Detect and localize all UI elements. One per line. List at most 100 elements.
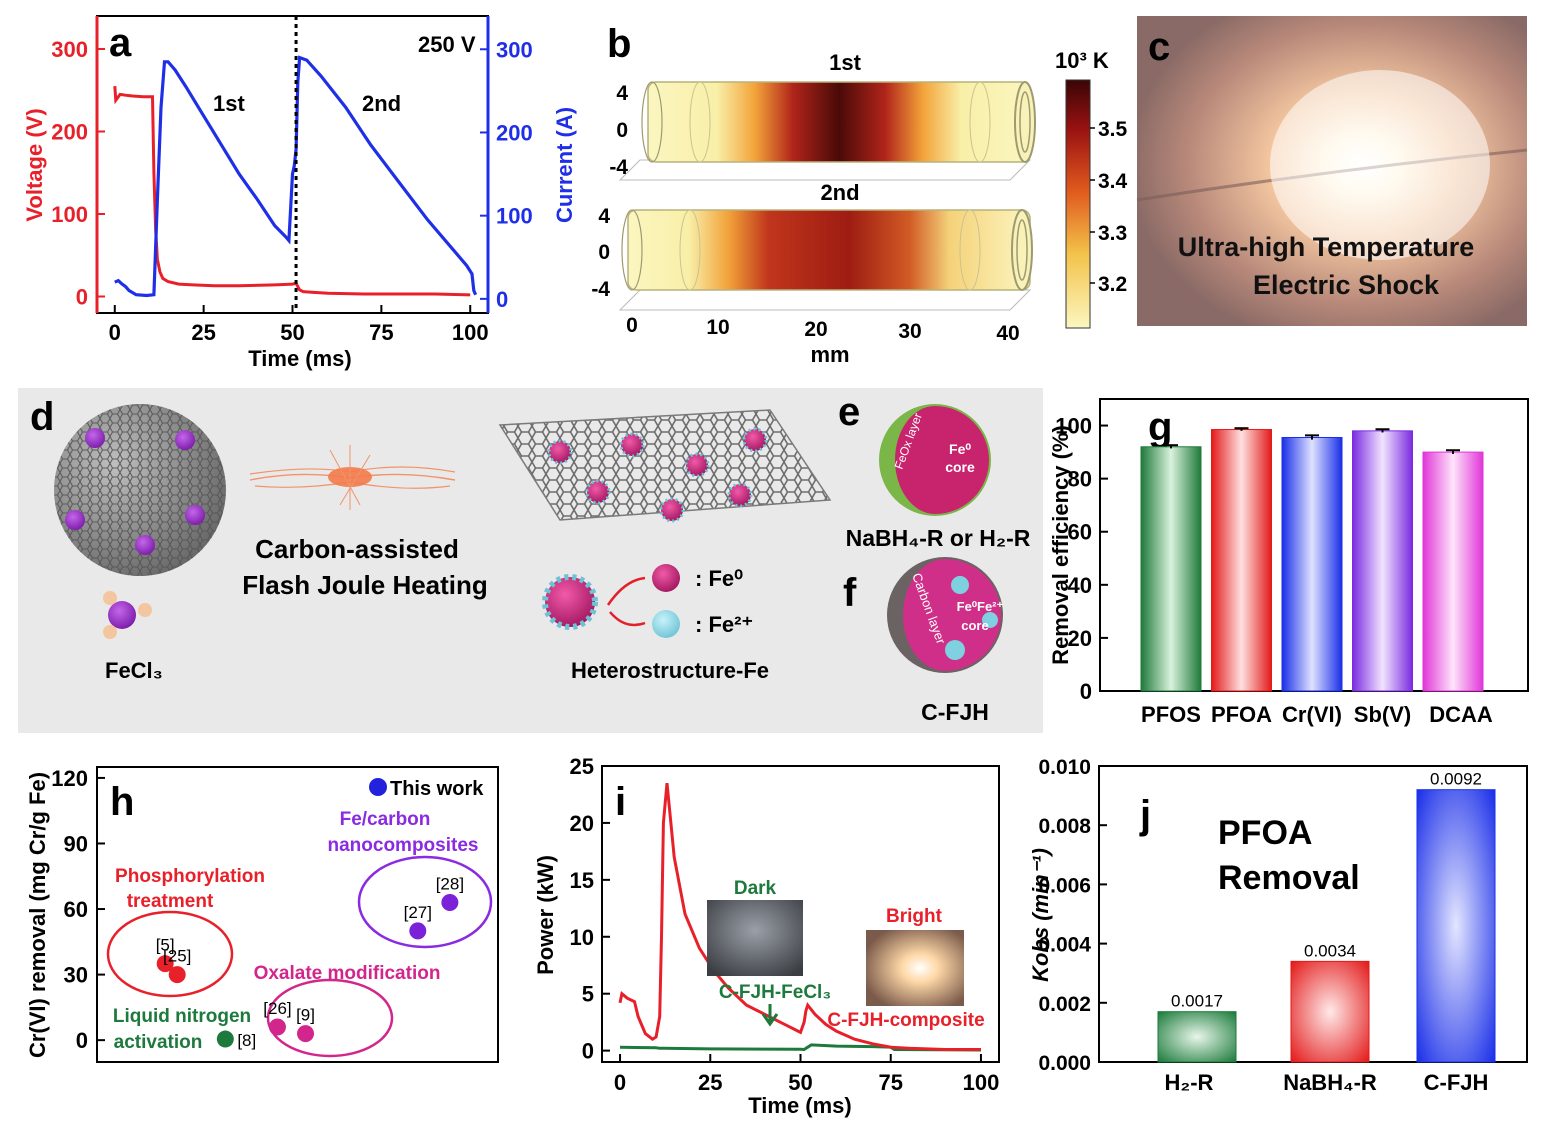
- point-ref-label: [26]: [263, 999, 291, 1018]
- x-tick-label: 50: [280, 320, 304, 345]
- flash-glow: [1270, 70, 1490, 260]
- x-tick-label: 20: [804, 318, 827, 341]
- panel-a: 0 25 50 75 100 0 100 200 300 0 100 200 300 a 250 V 1…: [22, 15, 577, 371]
- process-label-line2: Flash Joule Heating: [242, 570, 488, 600]
- y-tick-label: -4: [591, 278, 610, 301]
- scatter-point: [156, 955, 174, 973]
- inset-label-bright: Bright: [886, 906, 943, 927]
- arrow-icon: [606, 576, 646, 606]
- y2-tick-label: 200: [496, 120, 533, 145]
- point-ref-label: [28]: [436, 874, 464, 893]
- x-tick-label: 0: [614, 1070, 626, 1095]
- group-label-phosphorylation-1: Phosphorylation: [115, 866, 265, 887]
- fecl3-on-sphere: [65, 428, 205, 555]
- bar-dcaa: [1422, 451, 1484, 692]
- panel-g-ylabel: Removal efficiency (%): [1048, 425, 1073, 665]
- bar-h2-r: [1157, 1011, 1237, 1063]
- panel-b: b 1st 2nd 40-4 40-4 0 10 20 30 40 mm 10³ K 3…: [591, 22, 1127, 367]
- x-tick-label: 25: [698, 1070, 722, 1095]
- fecl3-molecule: [85, 428, 105, 448]
- panel-e-caption: NaBH₄-R or H₂-R: [846, 525, 1031, 551]
- fe0-sphere-icon: [652, 564, 680, 592]
- panel-a-y2label: Current (A): [552, 107, 577, 223]
- x-tick-label: 10: [706, 316, 729, 339]
- group-ellipse-phosphorylation: [106, 910, 234, 998]
- x-tick-label: PFOA: [1211, 702, 1272, 727]
- heterostructure-particle: [684, 452, 710, 478]
- x-tick-label: 100: [452, 320, 489, 345]
- fecl3-molecule: [175, 430, 195, 450]
- y-tick-label: 4: [598, 205, 610, 228]
- y-tick-label: 20: [570, 811, 594, 836]
- y-tick-label: 0.008: [1038, 815, 1091, 838]
- bar-nabh4-r: [1290, 960, 1370, 1063]
- x-tick-label: NaBH₄-R: [1283, 1070, 1377, 1095]
- panel-e: e FeOx layer Fe⁰ core NaBH₄-R or H₂-R: [838, 390, 1031, 551]
- x-tick-label: C-FJH: [1424, 1070, 1489, 1095]
- x-tick-label: DCAA: [1429, 702, 1493, 727]
- this-work-marker: [369, 778, 387, 796]
- y-tick-label: 60: [1068, 520, 1092, 545]
- product-label: Heterostructure-Fe: [571, 658, 769, 683]
- bar-sbv: [1352, 430, 1413, 692]
- scatter-point: [409, 922, 427, 940]
- bar-value-label: 0.0017: [1171, 992, 1223, 1011]
- voltage-series-line: [113, 85, 471, 297]
- point-ref-label: [8]: [237, 1031, 256, 1050]
- cylinder-2-left-cap: [621, 209, 643, 291]
- panel-a-ylabel: Voltage (V): [22, 108, 47, 221]
- x-tick-label: 0: [626, 314, 638, 337]
- flash-spark-icon: [249, 445, 456, 510]
- group-label-oxalate: Oxalate modification: [254, 963, 441, 984]
- y-tick-label: 10: [570, 925, 594, 950]
- y2-tick-label: 100: [496, 204, 533, 229]
- y-tick-label: 80: [1068, 467, 1092, 492]
- core-label-2: core: [945, 459, 975, 475]
- x-tick-label: PFOS: [1141, 702, 1201, 727]
- bar-pfos: [1140, 446, 1202, 692]
- y-tick-label: 15: [570, 868, 594, 893]
- x-tick-label: 25: [191, 320, 215, 345]
- point-ref-label: [5]: [156, 936, 175, 955]
- inset-label-dark: Dark: [734, 878, 777, 899]
- photo-caption-line1: Ultra-high Temperature: [1178, 232, 1475, 262]
- temperature-colorbar: [1065, 79, 1091, 329]
- y-tick-label: 120: [51, 766, 88, 791]
- y-tick-label: 60: [64, 897, 88, 922]
- x-tick-label: 0: [109, 320, 121, 345]
- cylinder-1-right-cap: [1014, 81, 1036, 163]
- voltage-annotation: 250 V: [418, 32, 476, 57]
- fecl3-molecule-icon: [103, 591, 152, 639]
- group-ellipse-fe-carbon: [357, 855, 493, 949]
- fe2-domain: [982, 612, 998, 628]
- current-series-line: [114, 55, 478, 298]
- legend-fe0: : Fe⁰: [695, 566, 743, 591]
- cylinder-1-inner-cap: [1019, 91, 1031, 153]
- panel-letter-e: e: [838, 390, 860, 434]
- y-tick-label: 0: [1080, 679, 1092, 704]
- y-tick-label: 0.010: [1038, 756, 1091, 779]
- panel-j: j PFOA Removal 0.0017 H₂-R 0.0034 NaBH₄-R 0.…: [1028, 756, 1528, 1095]
- panel-letter-i: i: [615, 780, 626, 824]
- point-ref-label: [25]: [163, 947, 191, 966]
- panel-b-xlabel: mm: [810, 342, 849, 367]
- panel-letter-d: d: [30, 395, 54, 439]
- group-label-liquid-nitrogen-1: Liquid nitrogen: [113, 1006, 251, 1027]
- cylinder-1-floor: [618, 159, 1032, 181]
- heterostructure-particle: [547, 439, 573, 465]
- panel-i-ylabel: Power (kW): [533, 855, 558, 975]
- panel-d: d FeCl₃ Carbon-assisted Flash Joule Heat…: [30, 395, 832, 683]
- y-tick-label: 300: [51, 37, 88, 62]
- y-tick-label: 0.006: [1038, 874, 1091, 897]
- fe0-core: [895, 406, 989, 514]
- y-tick-label: 0.002: [1038, 993, 1091, 1016]
- x-tick-label: H₂-R: [1165, 1070, 1214, 1095]
- arrow-down-icon: [761, 1004, 779, 1027]
- core-label-1: Fe⁰Fe²⁺: [957, 599, 1004, 614]
- panel-j-ylabel: Kobs (min⁻¹): [1028, 848, 1053, 982]
- heterostructure-particle: [742, 427, 768, 453]
- cylinder-2-floor: [618, 289, 1032, 311]
- heterostructure-particle: [727, 482, 753, 508]
- panel-a-xlabel: Time (ms): [248, 346, 352, 371]
